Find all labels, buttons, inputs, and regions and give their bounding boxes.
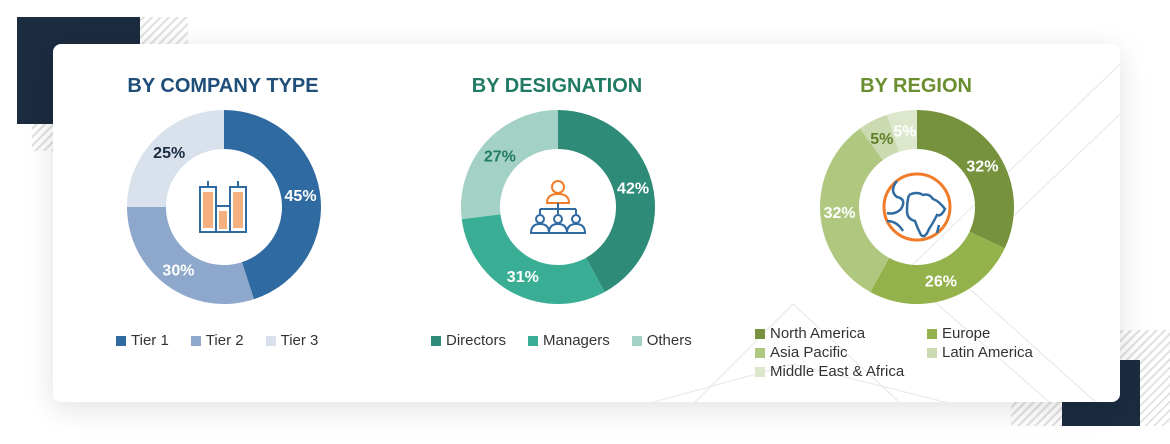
legend-item: Asia Pacific [755, 344, 905, 361]
data-label: 31% [507, 269, 539, 286]
legend-swatch [190, 335, 201, 346]
chart-title: BY COMPANY TYPE [127, 75, 319, 97]
slice-directors [558, 110, 655, 293]
legend-label: Europe [942, 325, 991, 342]
legend-label: Tier 1 [131, 332, 169, 349]
globe-icon [882, 172, 952, 242]
infographic-card: BY COMPANY TYPE 45% 30% 25% Tier 1 Tier 2 Ti… [53, 44, 1120, 402]
legend-swatch [265, 335, 276, 346]
legend-label: Latin America [942, 344, 1033, 361]
legend-label: Tier 3 [280, 332, 319, 349]
legend-item: Tier 3 [265, 332, 319, 349]
legend-label: Others [646, 332, 692, 349]
slice-latin-america [859, 114, 900, 161]
legend-swatch [927, 347, 937, 358]
legend-item: North America [755, 325, 905, 342]
legend-item: Directors [431, 332, 506, 349]
legend-swatch [528, 335, 539, 346]
legend-swatch [431, 335, 441, 346]
data-label: 30% [162, 263, 194, 280]
legend-item: Managers [528, 332, 610, 349]
legend: North America Europe Asia Pacific Latin Ame… [755, 325, 1097, 380]
legend-swatch [927, 328, 937, 339]
legend-swatch [755, 366, 765, 377]
data-label: 25% [153, 145, 185, 162]
legend-item: Latin America [927, 344, 1075, 361]
legend-swatch [755, 328, 765, 339]
slice-asia-pacific [820, 128, 890, 293]
donut-chart-designation: 42% 31% 27% [461, 110, 655, 304]
slice-tier-1 [224, 110, 321, 300]
slice-north-america [917, 110, 1014, 249]
legend-swatch [755, 347, 765, 358]
panel-company-type: BY COMPANY TYPE 45% 30% 25% Tier 1 Tier 2 Ti… [53, 44, 393, 402]
data-label: 42% [617, 181, 649, 198]
slice-europe [870, 231, 1005, 304]
slice-tier-3 [127, 110, 224, 207]
legend: Directors Managers Others [431, 332, 714, 350]
panel-region: BY REGION 32% 26% 32% 5% 5% North America Eur… [746, 44, 1120, 402]
legend-item: Europe [927, 325, 1075, 342]
data-label: 5% [870, 131, 893, 148]
legend-item: Others [631, 332, 692, 349]
legend-label: North America [770, 325, 866, 342]
data-label: 27% [484, 149, 516, 166]
data-label: 5% [893, 123, 916, 140]
legend-item: Tier 1 [116, 332, 169, 349]
legend-label: Middle East & Africa [770, 363, 905, 380]
org-chart-icon [529, 180, 587, 234]
data-label: 32% [966, 158, 998, 175]
data-label: 32% [824, 205, 856, 222]
chart-title: BY REGION [860, 75, 972, 97]
buildings-icon [199, 181, 247, 233]
donut-chart-company-type: 45% 30% 25% [127, 110, 321, 304]
legend-label: Asia Pacific [770, 344, 848, 361]
donut-chart-region: 32% 26% 32% 5% 5% [820, 110, 1014, 304]
slice-others [461, 110, 558, 220]
legend-label: Directors [446, 332, 507, 349]
slice-managers [461, 214, 605, 304]
legend-label: Tier 2 [205, 332, 244, 349]
data-label: 26% [925, 274, 957, 291]
slice-tier-2 [127, 207, 254, 304]
panel-designation: BY DESIGNATION 42% 31% 27% Directors Manage… [387, 44, 727, 402]
data-label: 45% [285, 188, 317, 205]
legend-item: Middle East & Africa [755, 363, 905, 380]
chart-title: BY DESIGNATION [471, 75, 643, 97]
legend: Tier 1 Tier 2 Tier 3 [116, 332, 340, 350]
legend-item: Tier 2 [190, 332, 244, 349]
legend-swatch [116, 335, 126, 346]
slice-middle-east-africa [887, 110, 917, 152]
legend-label: Managers [543, 332, 610, 349]
legend-swatch [631, 335, 642, 346]
